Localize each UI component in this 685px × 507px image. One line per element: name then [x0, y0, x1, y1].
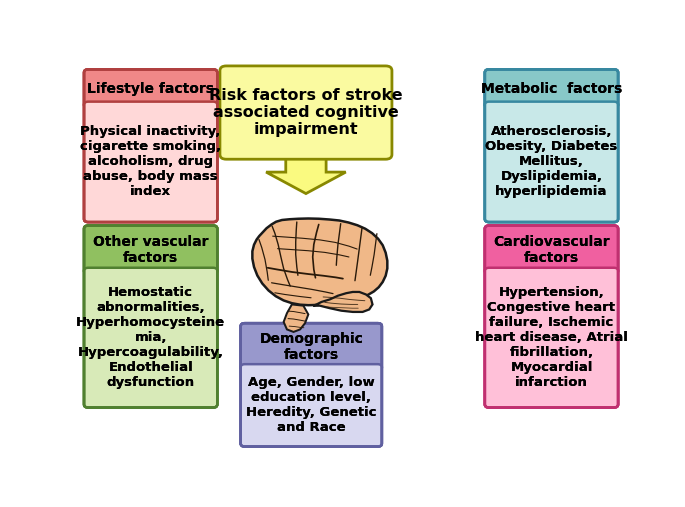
Text: Demographic
factors: Demographic factors [260, 332, 363, 362]
Polygon shape [266, 157, 346, 194]
FancyBboxPatch shape [485, 101, 618, 222]
FancyBboxPatch shape [485, 101, 618, 222]
Polygon shape [252, 219, 387, 305]
FancyBboxPatch shape [485, 268, 618, 408]
FancyBboxPatch shape [84, 101, 217, 222]
Text: Lifestyle factors: Lifestyle factors [87, 82, 214, 96]
Text: Demographic
factors: Demographic factors [260, 332, 363, 362]
Text: Other vascular
factors: Other vascular factors [93, 235, 208, 265]
FancyBboxPatch shape [84, 101, 217, 222]
Text: Cardiovascular
factors: Cardiovascular factors [493, 235, 610, 265]
FancyBboxPatch shape [485, 226, 618, 274]
Text: Physical inactivity,
cigarette smoking,
alcoholism, drug
abuse, body mass
index: Physical inactivity, cigarette smoking, … [80, 125, 221, 198]
Text: Hypertension,
Congestive heart
failure, Ischemic
heart disease, Atrial
fibrillat: Hypertension, Congestive heart failure, … [475, 286, 628, 389]
Text: Cardiovascular
factors: Cardiovascular factors [493, 235, 610, 265]
Text: Age, Gender, low
education level,
Heredity, Genetic
and Race: Age, Gender, low education level, Heredi… [246, 376, 377, 434]
Text: Hypertension,
Congestive heart
failure, Ischemic
heart disease, Atrial
fibrillat: Hypertension, Congestive heart failure, … [475, 286, 628, 389]
FancyBboxPatch shape [84, 268, 217, 408]
Text: Atherosclerosis,
Obesity, Diabetes
Mellitus,
Dyslipidemia,
hyperlipidemia: Atherosclerosis, Obesity, Diabetes Melli… [486, 125, 618, 198]
FancyBboxPatch shape [485, 226, 618, 274]
Polygon shape [284, 304, 308, 332]
Text: Hemostatic
abnormalities,
Hyperhomocysteine
mia,
Hypercoagulability,
Endothelial: Hemostatic abnormalities, Hyperhomocyste… [76, 286, 225, 389]
FancyBboxPatch shape [485, 69, 618, 108]
Text: Lifestyle factors: Lifestyle factors [87, 82, 214, 96]
Polygon shape [313, 292, 373, 312]
Text: Metabolic  factors: Metabolic factors [481, 82, 622, 96]
Text: Physical inactivity,
cigarette smoking,
alcoholism, drug
abuse, body mass
index: Physical inactivity, cigarette smoking, … [80, 125, 221, 198]
FancyBboxPatch shape [240, 364, 382, 447]
FancyBboxPatch shape [84, 268, 217, 408]
FancyBboxPatch shape [84, 226, 217, 274]
Text: Metabolic  factors: Metabolic factors [481, 82, 622, 96]
Text: Risk factors of stroke
associated cognitive
impairment: Risk factors of stroke associated cognit… [209, 88, 403, 137]
Text: Atherosclerosis,
Obesity, Diabetes
Mellitus,
Dyslipidemia,
hyperlipidemia: Atherosclerosis, Obesity, Diabetes Melli… [486, 125, 618, 198]
Text: Other vascular
factors: Other vascular factors [93, 235, 208, 265]
FancyBboxPatch shape [240, 364, 382, 447]
FancyBboxPatch shape [84, 226, 217, 274]
Text: Age, Gender, low
education level,
Heredity, Genetic
and Race: Age, Gender, low education level, Heredi… [246, 376, 377, 434]
FancyBboxPatch shape [240, 323, 382, 371]
FancyBboxPatch shape [84, 69, 217, 108]
FancyBboxPatch shape [240, 323, 382, 371]
FancyBboxPatch shape [84, 69, 217, 108]
FancyBboxPatch shape [485, 268, 618, 408]
FancyBboxPatch shape [485, 69, 618, 108]
Text: Hemostatic
abnormalities,
Hyperhomocysteine
mia,
Hypercoagulability,
Endothelial: Hemostatic abnormalities, Hyperhomocyste… [76, 286, 225, 389]
FancyBboxPatch shape [220, 66, 392, 159]
